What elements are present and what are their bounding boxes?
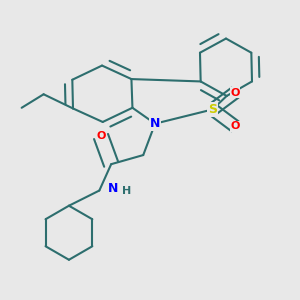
Text: N: N <box>150 117 160 130</box>
Text: O: O <box>96 131 106 142</box>
Text: O: O <box>230 122 240 131</box>
Text: O: O <box>230 88 240 98</box>
Text: H: H <box>122 185 132 196</box>
Text: N: N <box>108 182 118 195</box>
Text: S: S <box>208 103 217 116</box>
